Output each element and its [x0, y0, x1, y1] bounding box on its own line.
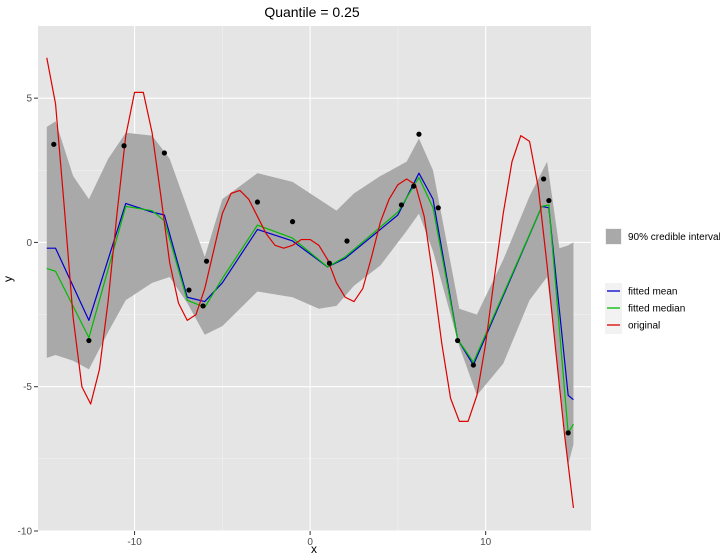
- series-lines-layer: [46, 57, 575, 508]
- legend-label-fitted-mean: fitted mean: [628, 287, 677, 298]
- y-tick-label: -10: [18, 527, 33, 538]
- data-point: [411, 183, 417, 189]
- data-point: [470, 362, 476, 368]
- data-point: [541, 176, 547, 182]
- x-axis-ticks: -10 0 10: [127, 531, 492, 548]
- legend-label-fitted-median: fitted median: [628, 304, 685, 315]
- legend-band: 90% credible interval: [605, 228, 720, 245]
- data-point: [121, 143, 127, 149]
- data-point: [254, 199, 261, 205]
- data-point: [565, 430, 571, 436]
- x-tick-label: 10: [480, 537, 492, 548]
- observed-points-layer: [51, 131, 571, 436]
- y-tick-label: 5: [26, 94, 32, 105]
- legend-label-original: original: [628, 321, 660, 332]
- data-point: [454, 337, 461, 344]
- data-point: [186, 287, 192, 293]
- data-point: [344, 238, 350, 244]
- x-tick-label: 0: [307, 537, 313, 548]
- data-point: [289, 219, 296, 225]
- data-point: [51, 141, 57, 147]
- data-point: [398, 202, 404, 208]
- data-point: [435, 205, 441, 211]
- data-point: [200, 303, 206, 309]
- series-line-fitted-median: [46, 176, 574, 434]
- y-axis-ticks: -10 -5 0 5: [18, 94, 38, 538]
- legend-band-swatch: [606, 229, 621, 244]
- credible-band-area: [46, 121, 574, 465]
- series-line-original: [46, 57, 575, 508]
- credible-band-layer: [46, 121, 574, 465]
- y-tick-label: 0: [26, 238, 32, 249]
- data-point: [161, 150, 167, 156]
- data-point: [86, 337, 92, 344]
- legend-lines: fitted mean fitted median original: [605, 283, 685, 334]
- x-tick-label: -10: [127, 537, 142, 548]
- data-point: [546, 197, 552, 204]
- chart-title: Quantile = 0.25: [264, 4, 360, 20]
- data-point: [203, 258, 210, 264]
- grid-minor: [38, 26, 591, 531]
- data-point: [416, 131, 422, 137]
- legend-band-label: 90% credible interval: [628, 232, 720, 243]
- x-axis-title: x: [311, 542, 317, 556]
- data-point: [326, 260, 333, 266]
- y-axis-title: y: [1, 276, 15, 282]
- y-tick-label: -5: [23, 382, 32, 393]
